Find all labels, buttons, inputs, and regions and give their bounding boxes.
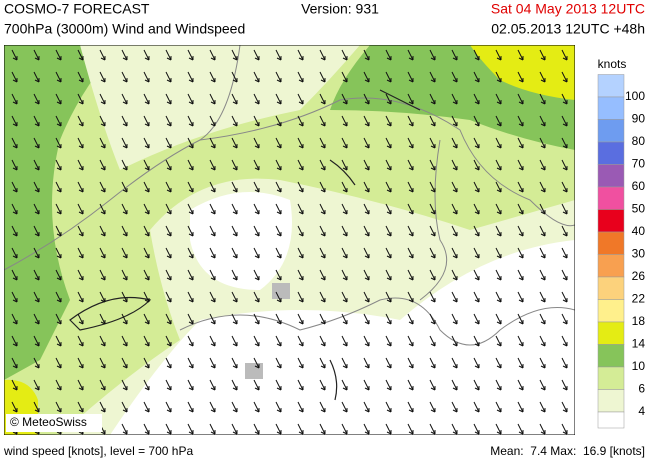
footer-left: wind speed [knots], level = 700 hPa — [3, 444, 193, 458]
legend: knots 100 90 80 70 60 50 40 30 26 22 18 14 10 6 4 — [597, 57, 646, 429]
legend-swatch — [597, 389, 625, 413]
legend-label: 26 — [632, 269, 646, 283]
legend-swatch — [597, 164, 625, 188]
legend-label: 14 — [632, 337, 646, 351]
legend-label: 22 — [632, 292, 646, 306]
map: © MeteoSwiss — [4, 45, 575, 435]
legend-swatch — [597, 141, 625, 165]
legend-label: 80 — [632, 134, 646, 148]
footer-right: Mean: 7.4 Max: 16.9 [knots] — [490, 444, 645, 458]
legend-swatch — [597, 344, 625, 368]
legend-swatch — [597, 276, 625, 300]
legend-label: 4 — [638, 404, 645, 418]
legend-swatch — [597, 366, 625, 390]
legend-label: 30 — [632, 247, 646, 261]
valid-time: Sat 04 May 2013 12UTC — [491, 1, 645, 17]
legend-swatch — [597, 411, 625, 429]
legend-label: 50 — [632, 202, 646, 216]
legend-swatch — [597, 96, 625, 120]
title: COSMO-7 FORECAST — [4, 1, 150, 17]
legend-swatch — [597, 254, 625, 278]
run-time: 02.05.2013 12UTC +48h — [491, 21, 645, 37]
subtitle: 700hPa (3000m) Wind and Windspeed — [4, 21, 245, 37]
legend-swatch — [597, 299, 625, 323]
legend-swatch — [597, 321, 625, 345]
legend-swatch — [597, 231, 625, 255]
legend-swatch — [597, 209, 625, 233]
legend-label: 18 — [632, 314, 646, 328]
credit-box — [6, 414, 102, 432]
legend-label: 10 — [632, 359, 646, 373]
legend-swatch — [597, 74, 625, 98]
legend-swatch — [597, 186, 625, 210]
legend-label: 6 — [638, 382, 645, 396]
legend-label: 100 — [625, 89, 645, 103]
wind-arrows — [4, 45, 575, 435]
legend-label: 90 — [632, 112, 646, 126]
legend-label: 70 — [632, 157, 646, 171]
legend-label: 40 — [632, 224, 646, 238]
legend-title: knots — [598, 57, 627, 71]
legend-label: 60 — [632, 179, 646, 193]
version: Version: 931 — [301, 1, 379, 17]
legend-swatch — [597, 119, 625, 143]
credit: © MeteoSwiss — [10, 415, 87, 429]
